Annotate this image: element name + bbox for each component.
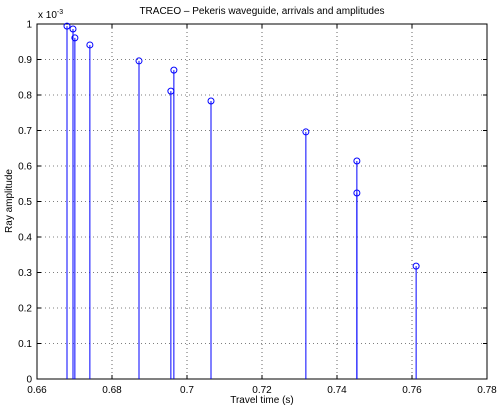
stem-marker [63, 22, 71, 30]
y-tick-label: 0 [26, 375, 32, 386]
stem-marker [302, 128, 310, 136]
x-tick-label: 0.72 [252, 385, 272, 396]
y-multiplier: x 10-3 [38, 9, 63, 21]
chart-title: TRACEO – Pekeris waveguide, arrivals and… [139, 6, 384, 17]
y-tick-label: 0.8 [18, 91, 32, 102]
x-axis-label: Travel time (s) [230, 395, 294, 406]
stem-marker [207, 97, 215, 105]
y-tick-label: 0.7 [18, 126, 32, 137]
y-axis-label: Ray amplitude [4, 169, 15, 233]
x-tick-label: 0.7 [180, 385, 194, 396]
y-tick-label: 0.2 [18, 304, 32, 315]
x-tick-label: 0.68 [102, 385, 122, 396]
y-tick-label: 0.5 [18, 197, 32, 208]
stem-marker [135, 57, 143, 65]
stem-marker [412, 262, 420, 270]
x-tick-label: 0.74 [327, 385, 347, 396]
stem-marker [353, 189, 361, 197]
x-tick-label: 0.66 [27, 385, 47, 396]
stem-marker [353, 157, 361, 165]
stem-marker [170, 66, 178, 74]
y-tick-label: 0.1 [18, 339, 32, 350]
x-tick-label: 0.76 [402, 385, 422, 396]
stem-marker [86, 41, 94, 49]
plot-frame [36, 23, 488, 380]
multiplier-base: x 10 [38, 10, 57, 21]
stem-marker [69, 25, 77, 33]
y-tick-label: 1 [26, 20, 32, 31]
x-tick-label: 0.78 [477, 385, 497, 396]
y-tick-label: 0.6 [18, 162, 32, 173]
y-tick-label: 0.3 [18, 268, 32, 279]
stem-marker [71, 34, 79, 42]
multiplier-exponent: -3 [57, 9, 63, 16]
y-tick-label: 0.9 [18, 55, 32, 66]
y-tick-label: 0.4 [18, 233, 32, 244]
